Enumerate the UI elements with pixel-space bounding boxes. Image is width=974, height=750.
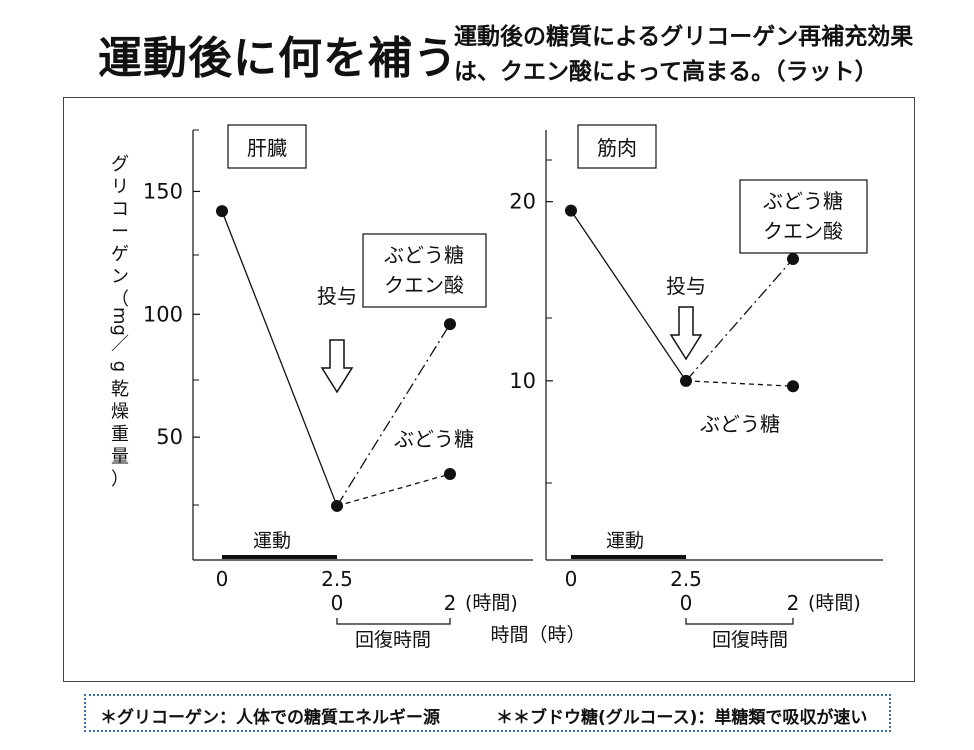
panel1-recovery-bracket	[336, 618, 451, 625]
panel1-ylabel-char-0: グ	[111, 154, 129, 175]
panel1-ylabel-char-11: 燥	[111, 402, 129, 423]
panel1-series-0-segment-1	[336, 323, 451, 507]
panel1-dose-label: 投与	[317, 284, 357, 308]
panel1-panel-label: 肝臓	[247, 136, 287, 160]
panel2-dose-arrow-icon	[669, 306, 703, 361]
panel2-y-tick-label-10: 10	[509, 369, 536, 393]
panel2-series-1-segment-0	[685, 380, 794, 387]
panel1-series-0-point-1	[331, 499, 343, 512]
panel2-series-0-segment-0	[570, 210, 687, 382]
panel1-x-unit: (時間)	[465, 592, 518, 614]
panel1-ylabel-char-6: （	[111, 289, 129, 310]
panel2-x-unit: (時間)	[808, 592, 861, 614]
panel2-legend-line-0: ぶどう糖	[763, 189, 843, 213]
panel1-recovery-tick-label-0: 0	[331, 591, 344, 615]
subtitle-line-1: 運動後の糖質によるグリコーゲン再補充効果	[454, 24, 914, 50]
panel1-series-1-segment-0	[336, 473, 451, 507]
panel2-series-0-point-0	[565, 204, 577, 217]
panel2-legend-line-1: クエン酸	[763, 219, 843, 243]
panel1-y-tick-label-50: 50	[156, 425, 183, 449]
panel1-x-tick-label-0: 0	[216, 567, 229, 591]
footnote-glycogen: ＊グリコーゲン：人体での糖質エネルギー源	[100, 708, 440, 728]
panel2-dose-label: 投与	[666, 274, 706, 298]
panel2-recovery-bracket	[685, 618, 794, 625]
panel1-ylabel-char-5: ン	[111, 267, 129, 288]
panel1-exercise-label: 運動	[253, 530, 291, 552]
panel1-y-tick-label-100: 100	[143, 302, 183, 326]
panel1-ylabel-char-7: mg	[109, 307, 130, 336]
panel2-glucose-only-label: ぶどう糖	[700, 412, 780, 436]
panel2-y-tick-label-20: 20	[509, 190, 536, 214]
panel1-dose-arrow-icon	[320, 339, 354, 394]
panel1-glucose-only-label: ぶどう糖	[394, 427, 474, 451]
panel1-label-box	[227, 124, 307, 169]
subtitle-line-2: は、クエン酸によって高まる。（ラット）	[454, 59, 878, 85]
panel2-exercise-label: 運動	[606, 530, 644, 552]
panel2-series-0-segment-1	[685, 258, 794, 382]
panel1-series-0-segment-0	[221, 210, 338, 507]
panel2-recovery-tick-label-2: 2	[787, 591, 800, 615]
panel1-series-1-point-1	[444, 468, 456, 480]
panel1-series-0-point-0	[216, 205, 228, 218]
panel2-recovery-label: 回復時間	[712, 629, 788, 651]
panel1-y-tick-label-150: 150	[143, 179, 183, 203]
panel1-ylabel-char-2: コ	[111, 199, 129, 220]
panel1-time-axis-caption: 時間（時）	[490, 624, 585, 646]
panel1-legend-line-0: ぶどう糖	[384, 243, 464, 267]
panel2-recovery-tick-label-0: 0	[680, 591, 693, 615]
panel2-series-0-point-1	[680, 374, 692, 387]
panel2-label-box	[577, 124, 657, 169]
panel2-series-1-point-1	[787, 380, 799, 393]
panel1-legend-box	[362, 233, 487, 308]
panel1-ylabel-char-14: ）	[111, 469, 129, 490]
panel1-ylabel-char-12: 重	[111, 424, 129, 445]
panel1-ylabel-char-13: 量	[111, 447, 129, 468]
panel1-series-0-point-2	[444, 318, 456, 331]
panel2-x-tick-label-0: 0	[565, 567, 578, 591]
panel2-series-0-point-2	[787, 253, 799, 265]
panel1-x-tick-label-2-5: 2.5	[321, 567, 353, 591]
panel1-recovery-label: 回復時間	[355, 629, 431, 651]
panel1-ylabel-char-8: ／	[111, 334, 129, 355]
panel1-ylabel-char-3: ー	[111, 222, 129, 243]
footnote-glucose: ＊＊ブドウ糖(グルコース)：単糖類で吸収が速い	[496, 708, 868, 728]
panel2-x-tick-label-2-5: 2.5	[670, 567, 702, 591]
main-title: 運動後に何を補う	[98, 33, 458, 84]
footnote-box: ＊グリコーゲン：人体での糖質エネルギー源 ＊＊ブドウ糖(グルコース)：単糖類で吸…	[84, 694, 891, 732]
panel1-ylabel-char-4: ゲ	[111, 244, 129, 265]
panel1-legend-line-1: クエン酸	[384, 273, 464, 297]
panel1-ylabel-char-10: 乾	[111, 379, 129, 400]
panel1-ylabel-char-1: リ	[111, 177, 129, 198]
panel2-legend-box	[739, 179, 868, 254]
panel2-panel-label: 筋肉	[597, 136, 637, 160]
panel1-recovery-tick-label-2: 2	[444, 591, 457, 615]
panel1-ylabel-char-9: g	[109, 361, 130, 372]
subtitle: 運動後の糖質によるグリコーゲン再補充効果 は、クエン酸によって高まる。（ラット）	[454, 20, 964, 90]
